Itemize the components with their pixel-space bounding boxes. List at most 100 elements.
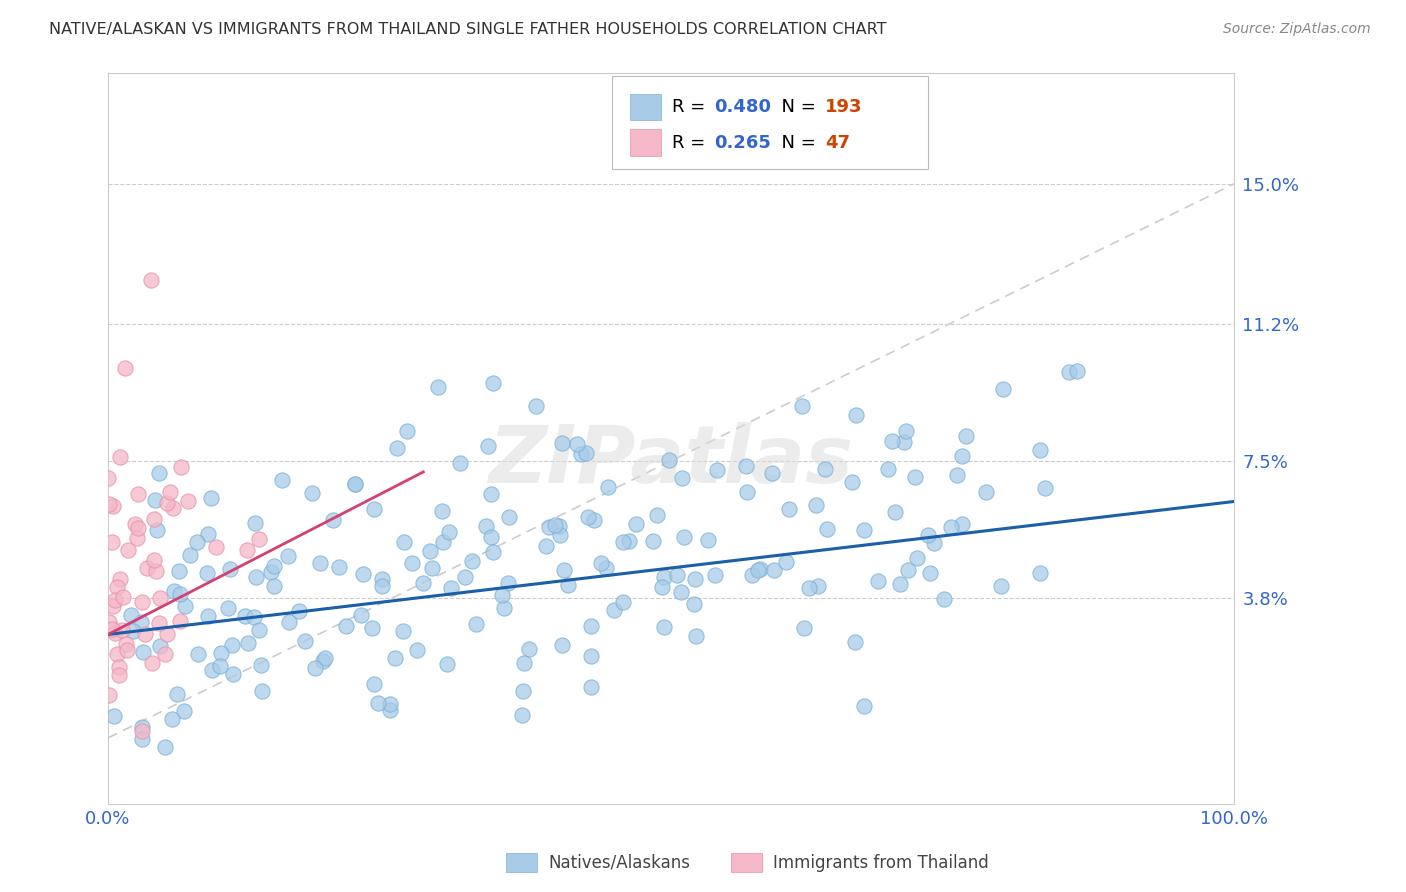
Point [221,638,243,652]
Point [104,625,127,640]
Point [482,376,505,390]
Point [139,273,162,287]
Point [162,500,184,515]
Point [553,563,575,577]
Point [775,556,797,570]
Point [117,542,139,557]
Point [510,708,533,723]
Point [294,633,316,648]
Point [173,704,195,718]
Point [845,408,868,422]
Point [893,434,915,449]
Point [163,583,186,598]
Point [551,436,574,450]
Text: Immigrants from Thailand: Immigrants from Thailand [773,854,988,871]
Point [419,543,441,558]
Point [127,487,149,501]
Point [1033,481,1056,495]
Point [101,622,124,636]
Point [624,517,647,532]
Point [815,522,838,536]
Text: ZIPatlas: ZIPatlas [488,422,853,500]
Point [322,513,344,527]
Point [385,441,408,455]
Point [247,532,270,546]
Point [454,570,477,584]
Point [672,530,695,544]
Point [579,618,602,632]
Point [412,576,434,591]
Point [654,620,676,634]
Point [920,566,942,580]
Point [868,574,890,588]
Text: R =: R = [672,98,711,116]
Point [950,449,973,463]
Point [548,527,571,541]
Point [1029,443,1052,458]
Text: N =: N = [770,98,823,116]
Point [479,529,502,543]
Point [652,569,675,583]
Point [946,467,969,482]
Point [219,562,242,576]
Point [205,540,228,554]
Point [250,684,273,698]
Point [797,581,820,595]
Point [498,510,520,524]
Point [245,570,267,584]
Point [314,651,336,665]
Point [344,477,367,491]
Point [236,543,259,558]
Point [440,581,463,595]
Point [762,563,785,577]
Point [98,497,121,511]
Point [131,723,153,738]
Point [371,579,394,593]
Point [955,429,977,443]
Point [131,615,153,629]
Point [494,601,516,615]
Point [735,484,758,499]
Point [612,535,634,549]
Point [308,556,330,570]
Text: Source: ZipAtlas.com: Source: ZipAtlas.com [1223,22,1371,37]
Point [105,581,128,595]
Point [461,554,484,568]
Point [149,591,172,605]
Point [142,553,165,567]
Point [134,627,156,641]
Point [557,578,579,592]
Point [335,619,357,633]
Point [395,424,418,438]
Point [112,590,135,604]
Point [101,599,124,613]
Point [114,361,136,376]
Point [479,487,502,501]
Point [792,399,814,413]
Point [596,480,619,494]
Text: 0.265: 0.265 [714,134,770,152]
Point [167,564,190,578]
Point [115,642,138,657]
Point [103,500,125,514]
Point [247,623,270,637]
Point [108,660,131,674]
Point [991,382,1014,396]
Point [761,466,783,480]
Point [170,460,193,475]
Point [706,463,728,477]
Text: N =: N = [770,134,823,152]
Point [671,471,693,485]
Point [131,644,153,658]
Point [263,559,285,574]
Point [778,501,800,516]
Point [115,637,138,651]
Point [939,520,962,534]
Point [683,572,706,586]
Point [222,666,245,681]
Point [250,657,273,672]
Point [108,668,131,682]
Point [173,599,195,613]
Point [217,601,239,615]
Point [352,567,374,582]
